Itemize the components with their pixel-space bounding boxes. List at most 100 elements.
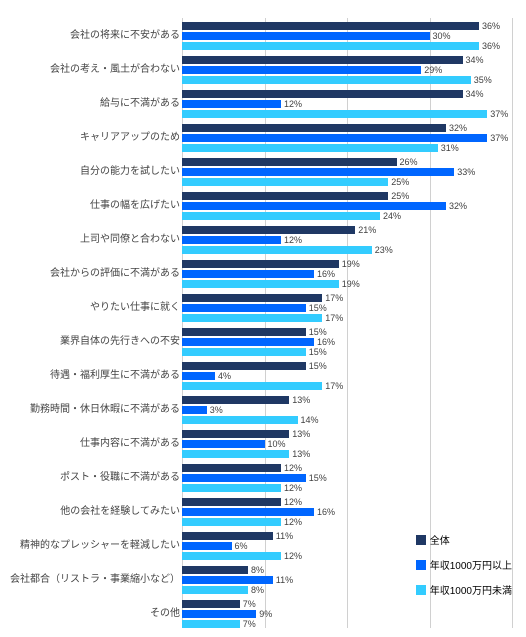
bar-value-label: 13% bbox=[292, 430, 310, 438]
bar-value-label: 11% bbox=[276, 576, 293, 584]
bar-value-label: 12% bbox=[284, 552, 302, 560]
bar bbox=[182, 406, 207, 414]
bar-value-label: 11% bbox=[276, 532, 293, 540]
bar bbox=[182, 124, 446, 132]
category-label: 自分の能力を試したい bbox=[0, 166, 180, 178]
bar-value-label: 25% bbox=[391, 178, 409, 186]
bar bbox=[182, 22, 479, 30]
bar bbox=[182, 270, 314, 278]
bar-value-label: 17% bbox=[325, 382, 343, 390]
legend-item: 年収1000万円未満 bbox=[416, 582, 512, 597]
bar-value-label: 23% bbox=[375, 246, 393, 254]
bar-value-label: 6% bbox=[235, 542, 248, 550]
category-label: 仕事内容に不満がある bbox=[0, 438, 180, 450]
bar-value-label: 12% bbox=[284, 484, 302, 492]
bar-value-label: 35% bbox=[474, 76, 492, 84]
bar bbox=[182, 552, 281, 560]
bar bbox=[182, 542, 232, 550]
bar bbox=[182, 416, 298, 424]
legend: 全体年収1000万円以上年収1000万円未満 bbox=[416, 532, 512, 607]
bar-value-label: 30% bbox=[433, 32, 451, 40]
category-label: 精神的なプレッシャーを軽減したい bbox=[0, 540, 180, 552]
bar-value-label: 12% bbox=[284, 100, 302, 108]
bar-value-label: 7% bbox=[243, 620, 256, 628]
legend-swatch bbox=[416, 560, 426, 570]
bar-value-label: 15% bbox=[309, 474, 327, 482]
bar-value-label: 13% bbox=[292, 450, 310, 458]
bar bbox=[182, 246, 372, 254]
bar bbox=[182, 328, 306, 336]
bar-value-label: 32% bbox=[449, 202, 467, 210]
category-label: 仕事の幅を広げたい bbox=[0, 200, 180, 212]
bar bbox=[182, 280, 339, 288]
bar-value-label: 19% bbox=[342, 260, 360, 268]
bar-value-label: 12% bbox=[284, 498, 302, 506]
category-label: 会社の将来に不安がある bbox=[0, 30, 180, 42]
bar bbox=[182, 396, 289, 404]
bar bbox=[182, 236, 281, 244]
bar bbox=[182, 304, 306, 312]
bar-value-label: 9% bbox=[259, 610, 272, 618]
bar-value-label: 12% bbox=[284, 518, 302, 526]
bar-value-label: 25% bbox=[391, 192, 409, 200]
bar bbox=[182, 586, 248, 594]
bar-value-label: 26% bbox=[400, 158, 418, 166]
bar bbox=[182, 294, 322, 302]
bar bbox=[182, 576, 273, 584]
bar-value-label: 16% bbox=[317, 338, 335, 346]
bar bbox=[182, 498, 281, 506]
bar bbox=[182, 620, 240, 628]
category-label: キャリアアップのため bbox=[0, 132, 180, 144]
bar-value-label: 37% bbox=[490, 110, 508, 118]
grouped-bar-chart: 0%10%20%30%40% 会社の将来に不安がある36%30%36%会社の考え… bbox=[0, 0, 526, 637]
bar-value-label: 16% bbox=[317, 270, 335, 278]
bar bbox=[182, 56, 463, 64]
bar-value-label: 21% bbox=[358, 226, 376, 234]
bar bbox=[182, 610, 256, 618]
bar-value-label: 15% bbox=[309, 304, 327, 312]
legend-swatch bbox=[416, 585, 426, 595]
bar bbox=[182, 566, 248, 574]
bar-value-label: 17% bbox=[325, 314, 343, 322]
bar bbox=[182, 430, 289, 438]
bar-value-label: 31% bbox=[441, 144, 459, 152]
bar bbox=[182, 110, 487, 118]
category-label: 会社からの評価に不満がある bbox=[0, 268, 180, 280]
bar-value-label: 15% bbox=[309, 348, 327, 356]
bar bbox=[182, 362, 306, 370]
bar-value-label: 34% bbox=[466, 90, 484, 98]
bar-value-label: 7% bbox=[243, 600, 256, 608]
bar bbox=[182, 192, 388, 200]
bar-value-label: 3% bbox=[210, 406, 223, 414]
bar-value-label: 10% bbox=[268, 440, 286, 448]
bar-value-label: 14% bbox=[301, 416, 319, 424]
category-label: 他の会社を経験してみたい bbox=[0, 506, 180, 518]
bar bbox=[182, 32, 430, 40]
bar-value-label: 29% bbox=[424, 66, 442, 74]
bar-value-label: 13% bbox=[292, 396, 310, 404]
bar-value-label: 12% bbox=[284, 464, 302, 472]
bar bbox=[182, 76, 471, 84]
bar bbox=[182, 440, 265, 448]
bar bbox=[182, 212, 380, 220]
legend-label: 全体 bbox=[430, 532, 450, 547]
bar bbox=[182, 158, 397, 166]
bar-value-label: 16% bbox=[317, 508, 335, 516]
bar bbox=[182, 532, 273, 540]
legend-item: 全体 bbox=[416, 532, 512, 547]
bar-value-label: 32% bbox=[449, 124, 467, 132]
bar-value-label: 36% bbox=[482, 22, 500, 30]
bar bbox=[182, 226, 355, 234]
bar bbox=[182, 450, 289, 458]
bar-value-label: 4% bbox=[218, 372, 231, 380]
bar-value-label: 24% bbox=[383, 212, 401, 220]
category-label: 会社都合（リストラ・事業縮小など） bbox=[0, 574, 180, 586]
bar-value-label: 37% bbox=[490, 134, 508, 142]
bar bbox=[182, 100, 281, 108]
bar bbox=[182, 314, 322, 322]
bar bbox=[182, 372, 215, 380]
legend-swatch bbox=[416, 535, 426, 545]
bar bbox=[182, 260, 339, 268]
category-label: その他 bbox=[0, 608, 180, 620]
category-label: 待遇・福利厚生に不満がある bbox=[0, 370, 180, 382]
